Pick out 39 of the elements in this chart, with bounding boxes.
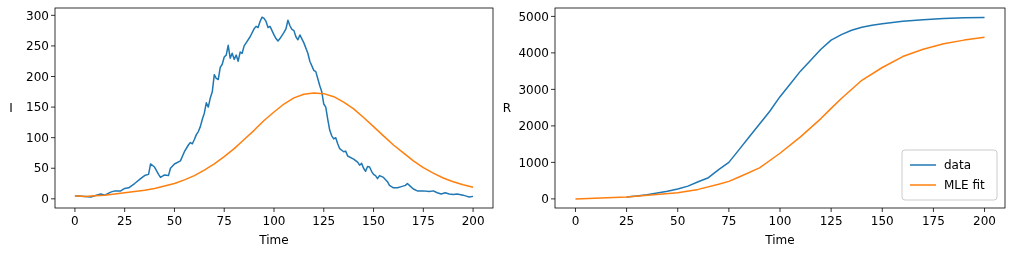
y-tick-label: 1000 (518, 155, 549, 170)
x-tick-label: 0 (571, 214, 580, 228)
x-tick-label: 150 (362, 214, 385, 228)
x-tick-label: 175 (921, 214, 945, 228)
y-tick-label: 0 (541, 192, 549, 207)
y-tick-label: 200 (26, 69, 49, 84)
x-axis-title: Time (258, 233, 289, 247)
y-tick-label: 250 (26, 39, 49, 54)
y-axis-title: I (9, 101, 13, 116)
x-tick-label: 0 (71, 214, 79, 228)
y-tick-label: 150 (26, 100, 49, 115)
y-tick-label: 2000 (518, 119, 549, 134)
x-tick-label: 25 (618, 214, 635, 228)
y-tick-label: 3000 (518, 82, 549, 97)
y-tick-label: 5000 (518, 9, 549, 24)
x-tick-label: 125 (819, 214, 843, 228)
x-tick-label: 200 (461, 214, 485, 228)
y-tick-label: 4000 (518, 46, 549, 61)
x-tick-label: 75 (721, 214, 737, 228)
y-axis-title: R (502, 101, 512, 116)
y-tick-label: 0 (41, 192, 49, 207)
x-tick-label: 200 (973, 214, 996, 228)
x-tick-label: 125 (312, 214, 336, 228)
x-tick-label: 75 (216, 214, 232, 228)
x-tick-label: 175 (411, 214, 435, 228)
x-tick-label: 100 (768, 214, 792, 228)
x-tick-label: 50 (166, 214, 183, 228)
line-series (574, 36, 986, 200)
legend-label: data (944, 158, 972, 173)
x-tick-label: 25 (117, 214, 133, 228)
x-axis-title: Time (764, 233, 795, 247)
y-tick-label: 300 (26, 8, 49, 23)
line-series (74, 92, 474, 198)
x-tick-label: 100 (262, 214, 286, 228)
x-tick-label: 150 (870, 214, 894, 228)
legend-label: MLE fit (944, 178, 985, 193)
x-tick-label: 50 (670, 214, 686, 228)
y-tick-label: 50 (33, 161, 49, 176)
y-tick-label: 100 (26, 130, 49, 145)
